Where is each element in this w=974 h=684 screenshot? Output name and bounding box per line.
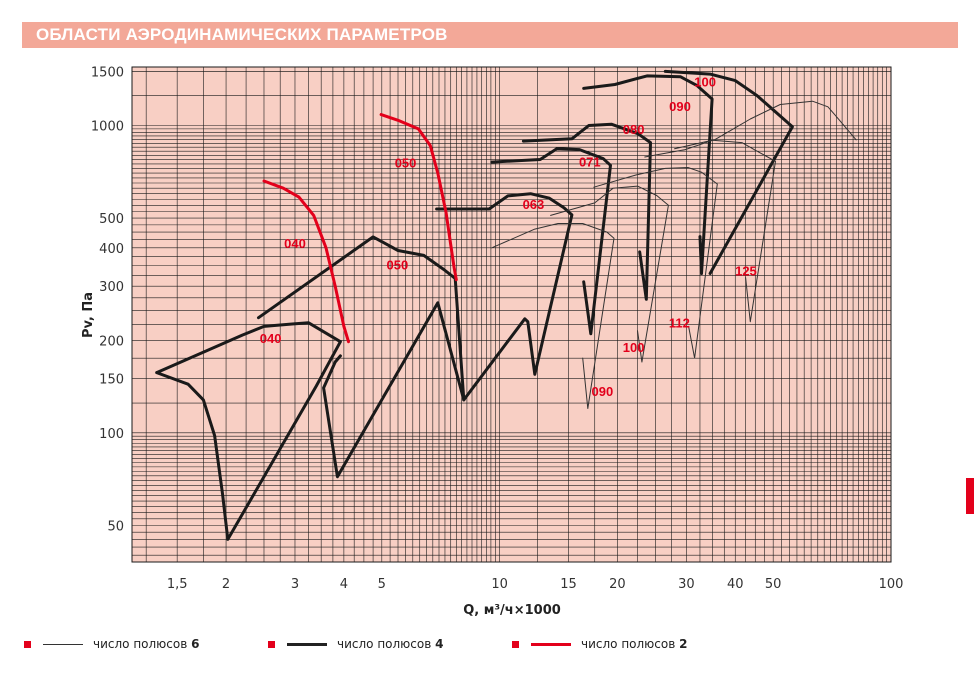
curve-thick-4 xyxy=(521,122,652,301)
plot-frame xyxy=(131,66,892,563)
curve-red-13 xyxy=(379,113,458,282)
x-tick-label: 2 xyxy=(222,577,230,592)
y-tick-label: 300 xyxy=(99,280,124,295)
legend-label: число полюсов xyxy=(581,637,680,651)
curve-red-12 xyxy=(262,179,350,344)
y-tick-label: 200 xyxy=(99,334,124,349)
curve-thick-5 xyxy=(582,74,714,275)
curve-thick-0 xyxy=(155,321,342,541)
legend-poles: 6 xyxy=(191,637,200,651)
curve-label: 090 xyxy=(669,99,691,114)
x-tick-label: 5 xyxy=(378,577,386,592)
legend-line-thin xyxy=(43,643,83,645)
curve-thin-9 xyxy=(593,167,718,359)
curve-thick-6 xyxy=(663,69,794,275)
x-tick-label: 10 xyxy=(491,577,508,592)
legend-label: число полюсов xyxy=(93,637,192,651)
x-tick-labels: 1,5 2 3 4 5 10 15 20 30 40 50 100 xyxy=(167,577,904,592)
x-tick-label: 3 xyxy=(291,577,299,592)
legend-item-6-poles: число полюсов 6 xyxy=(24,634,199,654)
x-tick-label: 4 xyxy=(340,577,348,592)
legend-line-thick xyxy=(287,642,327,646)
y-tick-label: 150 xyxy=(99,373,124,388)
legend-label: число полюсов xyxy=(337,637,436,651)
curve-thin-10 xyxy=(644,139,776,323)
legend-item-4-poles: число полюсов 4 xyxy=(268,634,443,654)
legend-item-2-poles: число полюсов 2 xyxy=(512,634,687,654)
legend-poles: 4 xyxy=(435,637,444,651)
legend-marker xyxy=(512,640,519,648)
curve-thin-8 xyxy=(550,185,669,363)
legend-marker xyxy=(24,640,31,648)
x-tick-label: 30 xyxy=(678,577,695,592)
curve-label: 040 xyxy=(284,236,306,251)
x-tick-label: 1,5 xyxy=(167,577,188,592)
curve-label: 040 xyxy=(260,331,282,346)
x-axis-label: Q, м³/ч×1000 xyxy=(463,603,561,618)
curve-label: 090 xyxy=(591,384,613,399)
title-bar: ОБЛАСТИ АЭРОДИНАМИЧЕСКИХ ПАРАМЕТРОВ xyxy=(22,22,958,48)
curves xyxy=(155,69,857,541)
curve-label: 100 xyxy=(623,340,645,355)
y-tick-label: 100 xyxy=(99,427,124,442)
curve-thin-7 xyxy=(491,223,615,409)
y-tick-label: 500 xyxy=(99,212,124,227)
legend-line-red xyxy=(531,642,571,646)
y-tick-label: 1000 xyxy=(91,119,124,134)
x-tick-label: 100 xyxy=(879,577,904,592)
curve-label: 071 xyxy=(579,155,601,170)
curve-thick-1 xyxy=(257,235,466,479)
y-tick-labels: 50 100 150 200 300 400 500 1000 1500 xyxy=(91,65,124,534)
y-tick-label: 1500 xyxy=(91,65,124,80)
curve-label: 112 xyxy=(669,316,690,331)
curve-thick-2 xyxy=(435,192,574,402)
chart-title: ОБЛАСТИ АЭРОДИНАМИЧЕСКИХ ПАРАМЕТРОВ xyxy=(36,25,448,44)
y-axis-label: Pv, Па xyxy=(81,292,96,338)
x-tick-label: 40 xyxy=(727,577,744,592)
curve-label: 125 xyxy=(735,264,757,279)
curve-label: 050 xyxy=(387,257,409,272)
curve-thin-11 xyxy=(674,100,857,150)
x-tick-label: 20 xyxy=(609,577,626,592)
curve-label: 050 xyxy=(395,156,417,171)
x-tick-label: 50 xyxy=(765,577,782,592)
page-edge-marker xyxy=(966,478,974,514)
legend-marker xyxy=(268,640,275,648)
legend-poles: 2 xyxy=(679,637,688,651)
curve-thick-3 xyxy=(490,147,612,336)
y-tick-label: 400 xyxy=(99,242,124,257)
y-tick-label: 50 xyxy=(107,519,124,534)
x-tick-label: 15 xyxy=(560,577,577,592)
curve-label: 063 xyxy=(523,197,545,212)
curve-label: 100 xyxy=(694,74,716,89)
curve-label: 080 xyxy=(623,122,645,137)
